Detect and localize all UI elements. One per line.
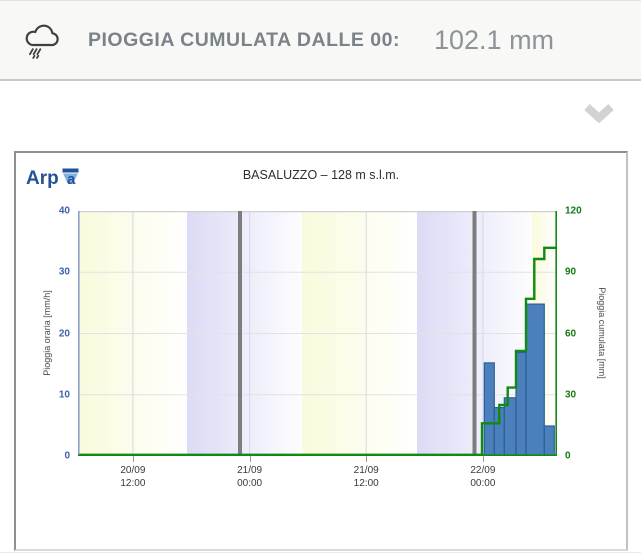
chart-title: BASALUZZO – 128 m s.l.m. xyxy=(242,168,400,182)
page-divider xyxy=(0,552,641,553)
x-axis-tick-label: 21/09 12:00 xyxy=(353,465,379,489)
right-axis-title: Pioggia cumulata [mm] xyxy=(597,287,607,379)
left-axis-tick-label: 20 xyxy=(58,328,70,339)
rain-bar xyxy=(543,425,555,456)
x-axis-tick-mark xyxy=(482,456,484,462)
rain-bar xyxy=(503,397,517,456)
right-axis-tick-label: 0 xyxy=(565,450,571,462)
left-axis-tick-label: 10 xyxy=(58,389,70,401)
cumulative-line xyxy=(78,246,557,456)
svg-text:Arp: Arp xyxy=(26,168,59,189)
rain-bar xyxy=(525,303,545,456)
header-label: PIOGGIA CUMULATA DALLE 00: xyxy=(88,28,400,51)
svg-text:a: a xyxy=(67,171,76,188)
rain-bar xyxy=(515,351,527,456)
chevron-down-icon[interactable] xyxy=(583,99,615,127)
right-axis-tick-label: 30 xyxy=(565,389,577,401)
right-axis-tick-label: 120 xyxy=(565,205,582,217)
cumulative-rain-value: 102.1 mm xyxy=(434,24,555,55)
right-axis-tick-label: 60 xyxy=(565,328,577,339)
left-axis-tick-label: 40 xyxy=(58,205,70,217)
left-axis-tick-label: 0 xyxy=(64,450,70,462)
x-axis-tick-mark xyxy=(366,456,368,462)
x-axis-tick-label: 22/09 00:00 xyxy=(470,465,496,489)
x-axis-tick-label: 20/09 12:00 xyxy=(120,465,146,489)
left-axis-tick-label: 30 xyxy=(58,266,70,278)
x-axis-tick-label: 21/09 00:00 xyxy=(237,465,263,489)
x-axis-tick-mark xyxy=(132,456,134,462)
arpa-logo: Arp a xyxy=(26,168,79,189)
rain-bar xyxy=(483,362,495,456)
right-axis-tick-label: 90 xyxy=(565,266,577,278)
rain-summary-header: PIOGGIA CUMULATA DALLE 00: 102.1 mm xyxy=(0,0,641,81)
station-chart-panel: Arp a BASALUZZO – 128 m s.l.m. Pioggia o… xyxy=(14,151,628,551)
rain-cloud-icon xyxy=(25,24,59,59)
rain-chart xyxy=(78,211,557,456)
x-axis-tick-mark xyxy=(249,456,251,462)
